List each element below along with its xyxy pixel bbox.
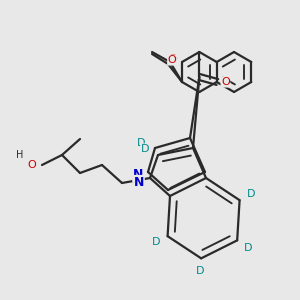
Text: D: D bbox=[152, 237, 160, 247]
Text: D: D bbox=[196, 266, 205, 276]
Text: D: D bbox=[137, 138, 145, 148]
Text: O: O bbox=[169, 54, 177, 64]
Text: D: D bbox=[141, 144, 149, 154]
Text: H: H bbox=[16, 150, 24, 160]
Text: N: N bbox=[133, 169, 143, 182]
Text: D: D bbox=[244, 242, 252, 253]
Text: O: O bbox=[28, 160, 36, 170]
Text: D: D bbox=[247, 189, 256, 200]
Text: O: O bbox=[221, 77, 230, 87]
Text: N: N bbox=[134, 176, 144, 188]
Text: O: O bbox=[168, 55, 176, 65]
